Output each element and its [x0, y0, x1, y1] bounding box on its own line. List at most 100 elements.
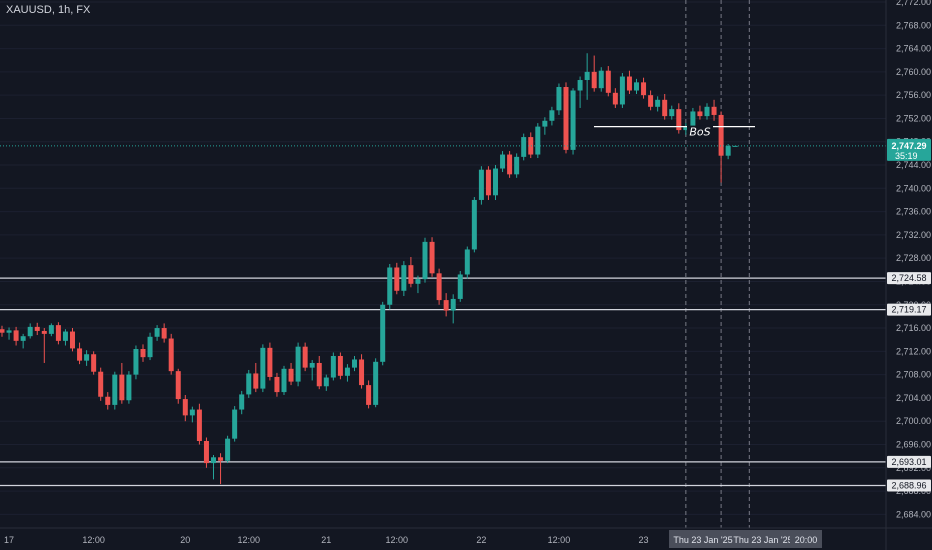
candle-body — [77, 348, 83, 361]
candle — [683, 123, 689, 135]
candle-body — [598, 70, 604, 89]
candle-body — [140, 349, 146, 358]
candle — [457, 270, 463, 302]
candle — [133, 345, 139, 380]
candle-body — [154, 328, 160, 337]
candle — [436, 268, 442, 305]
candle — [507, 151, 513, 178]
candle-body — [260, 347, 266, 389]
candle — [429, 237, 435, 277]
candle — [655, 96, 661, 112]
candle-body — [711, 106, 717, 115]
candle-body — [302, 346, 308, 368]
candle-body — [619, 76, 625, 105]
bos-annotation[interactable]: BoS — [594, 126, 755, 139]
candle-body — [352, 359, 357, 368]
candle — [359, 354, 365, 389]
candle-body — [366, 385, 372, 405]
bos-label-bg — [687, 125, 713, 139]
candle — [387, 264, 393, 310]
candle — [147, 332, 153, 361]
candle-body — [655, 99, 661, 107]
candle — [218, 453, 224, 485]
candle-body — [274, 376, 280, 393]
candle — [500, 151, 506, 173]
candle — [570, 88, 576, 155]
candle — [84, 350, 90, 366]
candle-body — [337, 355, 343, 376]
candle-body — [485, 169, 491, 196]
price-tick-label: 2,704.00 — [896, 393, 931, 403]
candle-body — [27, 326, 33, 337]
candle — [514, 153, 520, 178]
candle — [408, 257, 414, 288]
candle-body — [34, 326, 40, 331]
candle-body — [542, 120, 548, 127]
level-price-tag — [887, 479, 931, 492]
level-price-tag — [887, 272, 931, 285]
candles — [0, 53, 738, 485]
candle-body — [436, 273, 442, 301]
candle-body — [344, 367, 350, 376]
candle-body — [401, 265, 407, 291]
candle-body — [669, 109, 675, 117]
candle-body — [168, 338, 174, 372]
candle-body — [443, 300, 449, 311]
candle-body — [704, 106, 710, 117]
candle — [662, 93, 668, 120]
candle-body — [549, 110, 555, 121]
candle-body — [105, 396, 111, 405]
time-tick-label: 12:00 — [82, 535, 105, 545]
candle-body — [415, 279, 421, 284]
candle — [366, 380, 372, 409]
last-price-tag — [887, 138, 931, 161]
candle-body — [20, 336, 26, 341]
candle-body — [500, 154, 506, 169]
candle — [584, 53, 590, 100]
candle — [260, 344, 266, 393]
candle-body — [239, 394, 245, 410]
time-tick-label: 12:00 — [548, 535, 571, 545]
candle-body — [189, 409, 195, 416]
candle — [648, 90, 654, 111]
candle-body — [182, 399, 188, 416]
candle — [394, 262, 400, 295]
candle — [641, 77, 647, 99]
grid — [0, 1, 886, 515]
candle — [725, 144, 731, 160]
candle — [105, 392, 111, 410]
time-tag — [669, 530, 737, 548]
candle — [203, 437, 209, 468]
candle-body — [725, 145, 731, 156]
candle — [626, 70, 632, 94]
candle-body — [697, 111, 703, 117]
candle-body — [577, 80, 583, 91]
candle — [485, 166, 491, 200]
axis-tags: 2,724.58 2,719.17 2,693.01 2,688.96 2,747.29… — [669, 138, 931, 548]
candle — [521, 133, 527, 161]
candle-body — [626, 76, 632, 91]
time-tag — [790, 530, 822, 548]
candle-body — [309, 362, 315, 368]
time-tag-text: Thu 23 Jan '25 — [673, 535, 732, 545]
price-tick-label: 2,768.00 — [896, 20, 931, 30]
candle-body — [683, 126, 689, 131]
candle-body — [147, 336, 153, 358]
price-tick-label: 2,760.00 — [896, 67, 931, 77]
candle-body — [246, 373, 252, 395]
candle — [704, 103, 710, 120]
candle — [669, 105, 675, 120]
price-tick-label: 2,756.00 — [896, 90, 931, 100]
candle — [112, 371, 118, 410]
candle — [323, 374, 329, 391]
candle — [556, 83, 562, 115]
candle-body — [161, 328, 167, 339]
candle-body — [535, 126, 541, 155]
price-tick-label: 2,772.00 — [896, 0, 931, 7]
candle-body — [203, 440, 209, 464]
candle — [380, 301, 386, 366]
candle-body — [394, 267, 400, 291]
